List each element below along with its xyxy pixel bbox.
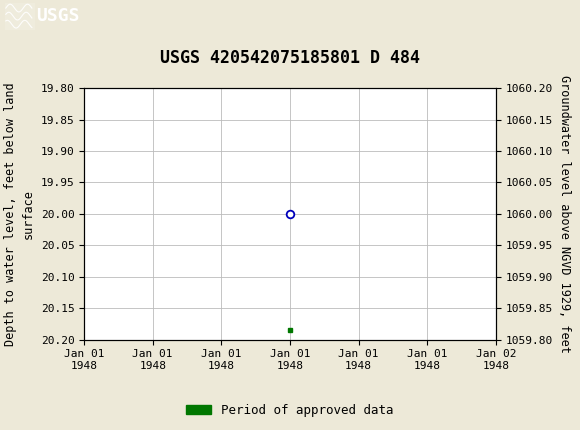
- Y-axis label: Depth to water level, feet below land
surface: Depth to water level, feet below land su…: [4, 82, 35, 346]
- Y-axis label: Groundwater level above NGVD 1929, feet: Groundwater level above NGVD 1929, feet: [559, 75, 571, 353]
- Text: USGS 420542075185801 D 484: USGS 420542075185801 D 484: [160, 49, 420, 68]
- Legend: Period of approved data: Period of approved data: [181, 399, 399, 421]
- Bar: [5, 3, 35, 30]
- Text: USGS: USGS: [37, 7, 80, 25]
